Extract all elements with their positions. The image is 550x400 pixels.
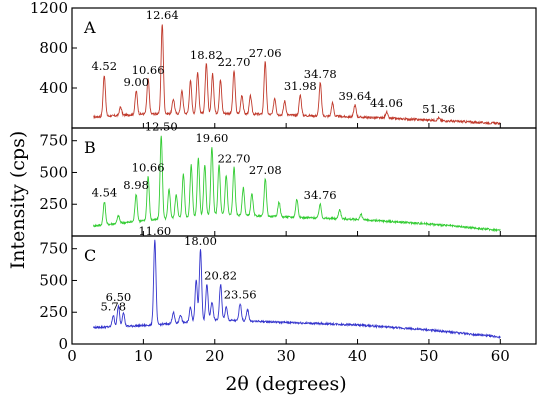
peak-label: 27.08 [249, 163, 282, 177]
panel-letter: C [84, 246, 96, 265]
peak-label: 23.56 [224, 287, 257, 301]
peak-label: 18.00 [184, 234, 217, 248]
y-tick-label: 750 [39, 240, 68, 258]
chart-panels: 4008001200A4.529.0010.6612.6418.8222.702… [30, 0, 537, 353]
y-tick-label: 800 [39, 39, 68, 57]
x-tick-label: 60 [491, 347, 510, 365]
y-tick-label: 400 [39, 79, 68, 97]
peak-label: 4.52 [91, 59, 117, 73]
peak-label: 20.82 [204, 268, 237, 282]
panel-letter: A [83, 18, 96, 37]
peak-label: 9.00 [123, 75, 149, 89]
x-axis-title: 2θ (degrees) [225, 373, 346, 395]
panel-frame [71, 235, 537, 345]
panel-letter: B [84, 138, 96, 157]
panel-b: 250 500 750 B 4.54 8.98 10.66 12.50 19.60 22.7027… [39, 120, 537, 237]
x-tick-label: 20 [205, 347, 224, 365]
x-tick-label: 30 [277, 347, 296, 365]
peak-label: 4.54 [92, 186, 118, 200]
peak-label: 18.82 [190, 48, 223, 62]
peak-label: 44.06 [370, 96, 403, 110]
y-tick-label: 0 [58, 335, 68, 353]
peak-label: 6.50 [106, 290, 132, 304]
x-tick-label: 40 [348, 347, 367, 365]
pattern-trace-a [93, 24, 501, 126]
y-tick-label: 500 [39, 271, 68, 289]
pattern-trace-b [92, 135, 501, 233]
peak-label: 22.70 [218, 151, 251, 165]
peak-label: 12.64 [146, 8, 179, 22]
peak-label: 34.78 [304, 67, 337, 81]
peak-label: 19.60 [195, 131, 228, 145]
y-axis-title: Intensity (cps) [7, 131, 29, 269]
panel-c: 0 250 500 750 C 5.786.50 11.60 18.00 20.82 23.56 [39, 224, 537, 353]
peak-label: 39.64 [338, 89, 371, 103]
peak-label: 27.06 [249, 46, 282, 60]
peak-label: 8.98 [123, 178, 149, 192]
peak-label: 10.66 [132, 63, 165, 77]
peak-label: 5.78 [100, 299, 126, 313]
peak-label: 11.60 [138, 224, 171, 238]
y-tick-label: 750 [39, 132, 68, 150]
y-tick-label: 250 [39, 303, 68, 321]
x-tick-label: 10 [134, 347, 153, 365]
peak-label: 22.70 [218, 55, 251, 69]
peak-label: 34.76 [304, 188, 337, 202]
peak-label: 10.66 [132, 160, 165, 174]
y-tick-label: 1200 [30, 0, 68, 17]
pattern-trace-c [93, 239, 501, 340]
y-tick-label: 250 [39, 195, 68, 213]
y-tick-label: 500 [39, 163, 68, 181]
x-tick-label: 0 [67, 347, 77, 365]
peak-label: 31.98 [284, 79, 317, 93]
peak-label: 51.36 [422, 102, 455, 116]
x-axis: 0 10 20 30 40 50 60 [67, 123, 510, 365]
x-tick-label: 50 [419, 347, 438, 365]
peak-label: 12.50 [145, 120, 178, 134]
